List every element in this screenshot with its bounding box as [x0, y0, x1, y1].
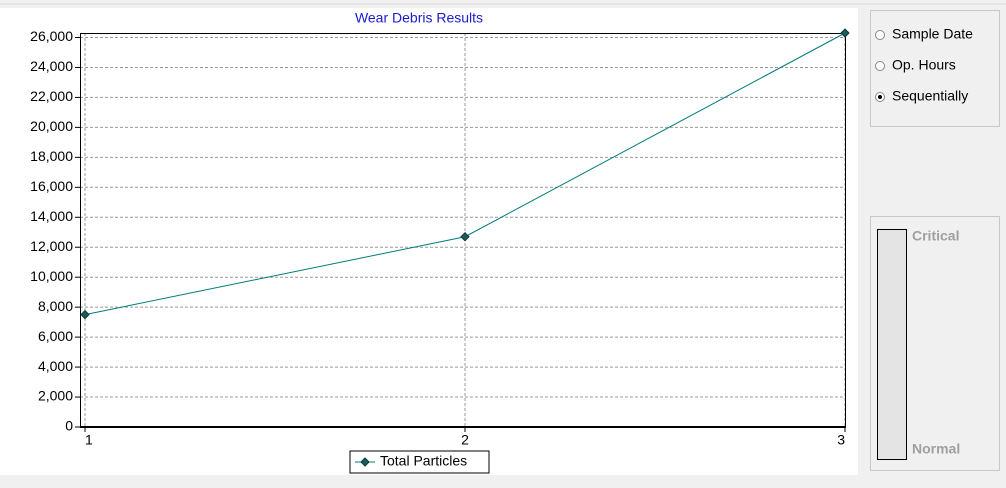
y-tick-label: 14,000 [30, 208, 73, 224]
radio-group [870, 10, 1000, 127]
radio-dot [878, 95, 882, 99]
y-tick-label: 20,000 [30, 118, 73, 134]
gauge-box [870, 216, 1000, 471]
y-tick-label: 0 [65, 418, 73, 434]
radio-label[interactable]: Sequentially [892, 88, 968, 104]
x-tick-label: 2 [461, 432, 469, 448]
data-point [80, 309, 90, 320]
y-tick-label: 24,000 [30, 58, 73, 74]
radio-options: Sample Date Op. Hours Sequentially [875, 26, 973, 104]
y-tick-label: 12,000 [30, 238, 73, 254]
y-tick-label: 6,000 [38, 328, 73, 344]
y-tick-label: 8,000 [38, 298, 73, 314]
y-tick-label: 18,000 [30, 148, 73, 164]
data-point [840, 28, 850, 38]
y-tick-label: 2,000 [38, 388, 73, 404]
radio-label[interactable]: Sample Date [892, 26, 973, 42]
y-tick-label: 10,000 [30, 268, 73, 284]
legend-items: Total Particles [355, 453, 467, 469]
legend-label: Total Particles [380, 453, 467, 469]
y-tick-label: 22,000 [30, 88, 73, 104]
legend-marker [360, 457, 370, 467]
x-tick-label: 1 [85, 432, 93, 448]
legend [349, 450, 490, 474]
gauge-top-label: Critical [912, 228, 959, 244]
data-point [460, 232, 470, 242]
y-tick-label: 4,000 [38, 358, 73, 374]
y-tick-label: 16,000 [30, 178, 73, 194]
x-tick-label: 3 [837, 432, 845, 448]
gauge-bottom-label: Normal [912, 441, 960, 457]
y-tick-label: 26,000 [30, 28, 73, 44]
chart-panel [0, 8, 858, 475]
chart-title: Wear Debris Results [355, 10, 483, 26]
radio-button[interactable] [875, 30, 885, 40]
plot: 0 2,000 4,000 6,000 8,000 10,000 12,000 14,000 1… [30, 28, 850, 448]
radio-button[interactable] [875, 61, 885, 71]
gauge-bar [877, 229, 907, 460]
radio-label[interactable]: Op. Hours [892, 57, 956, 73]
